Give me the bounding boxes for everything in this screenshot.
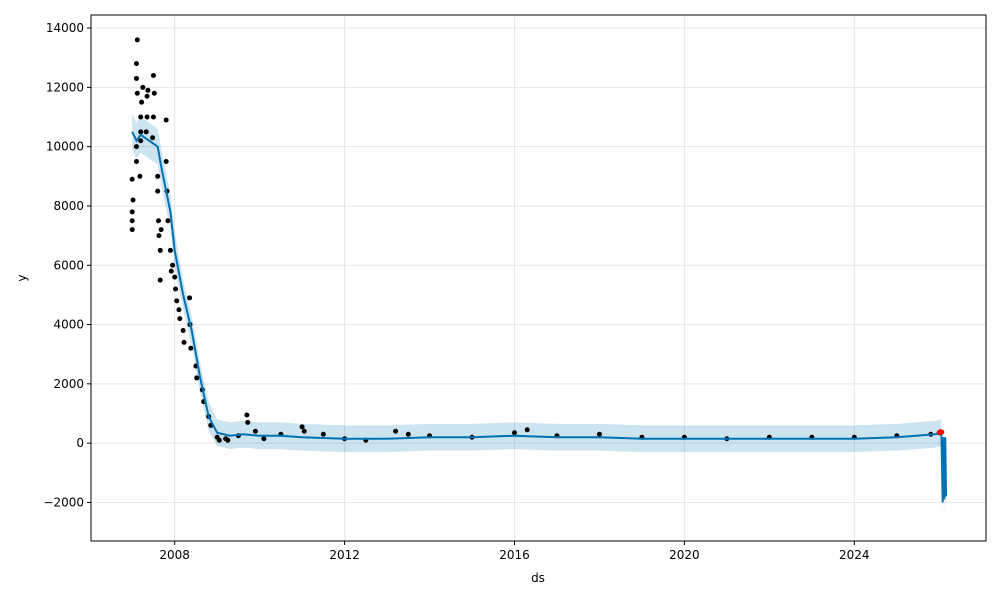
y-tick-label: 4000	[53, 318, 84, 332]
observed-point	[150, 135, 156, 141]
x-tick-label: 2024	[839, 548, 870, 562]
observed-point	[172, 274, 178, 280]
observed-point	[139, 99, 145, 105]
observed-point	[133, 75, 139, 81]
observed-point	[165, 218, 171, 224]
observed-point	[245, 419, 251, 425]
uncertainty-band	[132, 114, 947, 516]
observed-point	[150, 114, 156, 120]
forecast-line	[131, 131, 948, 503]
recent-point	[939, 429, 945, 435]
x-tick-label: 2008	[159, 548, 190, 562]
observed-point	[129, 227, 135, 233]
observed-point	[168, 268, 174, 274]
observed-point	[173, 286, 179, 292]
observed-point	[176, 307, 182, 313]
observed-point	[150, 72, 156, 78]
observed-point	[524, 427, 530, 433]
observed-point	[144, 93, 150, 99]
observed-point	[156, 233, 162, 239]
observed-point	[137, 173, 143, 179]
observed-point	[405, 431, 411, 437]
observed-point	[133, 144, 139, 150]
observed-point	[134, 90, 140, 96]
observed-point	[156, 218, 162, 224]
observed-point	[225, 437, 231, 443]
observed-point	[134, 37, 140, 43]
observed-point	[181, 339, 187, 345]
observed-point	[261, 436, 267, 442]
y-tick-label: 8000	[53, 199, 84, 213]
observed-point	[596, 431, 602, 437]
observed-point	[216, 437, 222, 443]
observed-point	[158, 227, 164, 233]
observed-point	[512, 430, 518, 436]
x-tick-label: 2012	[329, 548, 360, 562]
observed-point	[187, 295, 193, 301]
y-tick-label: −2000	[43, 495, 84, 509]
observed-point	[138, 114, 144, 120]
observed-point	[133, 158, 139, 164]
observed-point	[170, 262, 176, 268]
observed-point	[194, 375, 200, 381]
observed-point	[155, 188, 161, 194]
observed-point	[138, 138, 144, 144]
y-tick-label: 0	[76, 436, 84, 450]
observed-point	[133, 61, 139, 67]
y-tick-label: 2000	[53, 377, 84, 391]
y-axis-label: y	[15, 274, 29, 281]
x-axis-label: ds	[531, 571, 545, 585]
observed-point	[188, 345, 194, 351]
observed-point	[163, 158, 169, 164]
y-tick-label: 6000	[53, 258, 84, 272]
observed-point	[252, 428, 258, 434]
observed-point	[145, 87, 151, 93]
x-tick-label: 2020	[669, 548, 700, 562]
observed-point	[244, 412, 250, 418]
observed-point	[163, 117, 169, 123]
observed-point	[155, 173, 161, 179]
observed-point	[177, 316, 183, 322]
observed-point	[174, 298, 180, 304]
observed-point	[320, 431, 326, 437]
x-tick-label: 2016	[499, 548, 530, 562]
observed-point	[140, 84, 146, 90]
observed-point	[299, 424, 305, 430]
y-tick-label: 14000	[46, 21, 84, 35]
observed-point	[157, 247, 163, 253]
y-tick-label: 10000	[46, 140, 84, 154]
observed-point	[157, 277, 163, 283]
y-tick-label: 12000	[46, 80, 84, 94]
observed-point	[167, 247, 173, 253]
observed-point	[144, 114, 150, 120]
observed-point	[129, 209, 135, 215]
observed-point	[180, 327, 186, 333]
observed-point	[129, 218, 135, 224]
observed-point	[151, 90, 157, 96]
observed-point	[130, 197, 136, 203]
observed-point	[301, 428, 307, 434]
observed-point	[393, 428, 399, 434]
observed-point	[138, 129, 144, 135]
observed-point	[129, 176, 135, 182]
plot-frame	[90, 14, 987, 542]
observed-point	[143, 129, 149, 135]
